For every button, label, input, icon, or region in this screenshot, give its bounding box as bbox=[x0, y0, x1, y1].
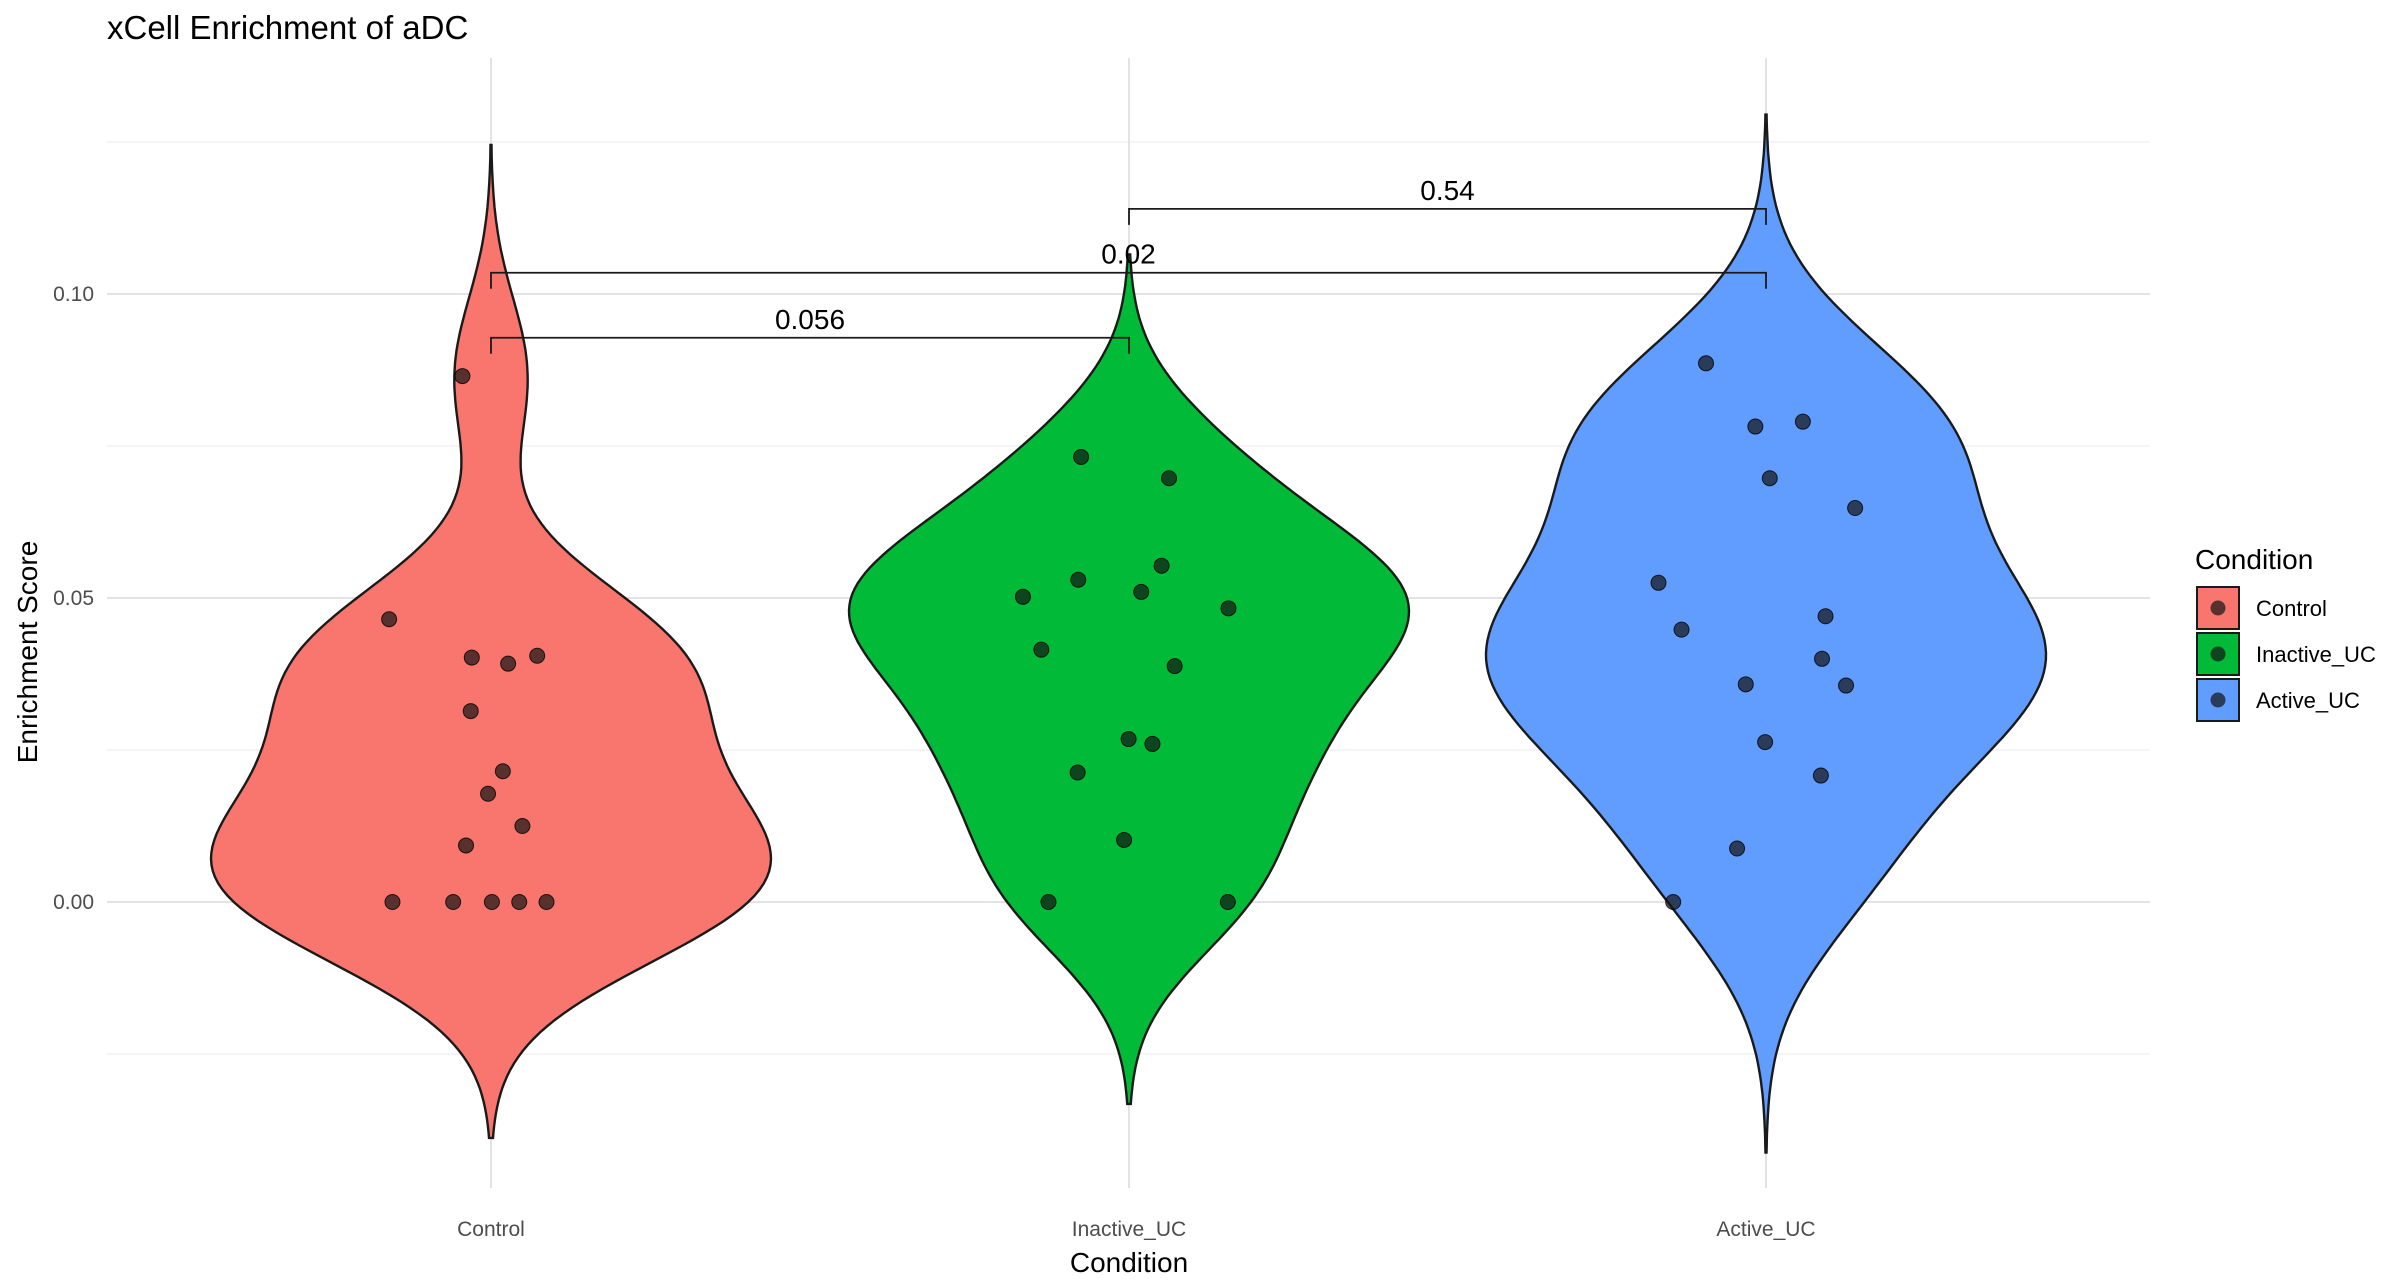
comparison-bracket bbox=[1128, 207, 1767, 225]
significance-brackets: 0.056 0.02 0.54 bbox=[490, 175, 1767, 354]
data-point bbox=[1814, 650, 1831, 667]
data-point bbox=[514, 818, 531, 834]
y-axis-title: Enrichment Score bbox=[12, 541, 43, 764]
data-point bbox=[384, 894, 401, 910]
comparison-p-value: 0.02 bbox=[1101, 239, 1156, 270]
data-point bbox=[1650, 574, 1667, 591]
data-point bbox=[1673, 621, 1690, 638]
data-point bbox=[500, 655, 517, 672]
violin-Active_UC bbox=[1484, 113, 2048, 1154]
x-tick-label: Inactive_UC bbox=[1072, 1218, 1186, 1241]
data-point bbox=[463, 649, 480, 666]
data-point bbox=[1153, 557, 1170, 574]
data-point bbox=[1838, 677, 1855, 694]
data-point bbox=[480, 785, 497, 802]
data-point bbox=[445, 894, 462, 910]
comparison-p-value: 0.54 bbox=[1420, 175, 1475, 206]
data-point bbox=[1757, 734, 1774, 751]
data-point bbox=[1033, 641, 1050, 658]
data-point bbox=[458, 837, 475, 854]
data-point bbox=[1729, 840, 1746, 857]
legend-label: Control bbox=[2256, 596, 2327, 621]
data-point bbox=[1116, 831, 1133, 848]
legend-label: Inactive_UC bbox=[2256, 642, 2376, 667]
legend-title: Condition bbox=[2195, 544, 2313, 575]
data-point bbox=[483, 894, 500, 910]
data-point bbox=[454, 368, 471, 385]
data-point bbox=[462, 703, 479, 720]
data-point bbox=[1073, 448, 1090, 465]
data-point bbox=[511, 894, 528, 910]
data-point bbox=[381, 611, 398, 628]
data-point bbox=[1219, 894, 1236, 910]
y-tick-label: 0.10 bbox=[53, 283, 94, 306]
x-tick-label: Control bbox=[457, 1218, 525, 1241]
x-axis-title: Condition bbox=[1070, 1247, 1188, 1278]
comparison-p-value: 0.056 bbox=[775, 304, 845, 335]
data-point bbox=[1737, 676, 1754, 693]
data-point bbox=[1166, 658, 1183, 675]
data-point bbox=[1761, 470, 1778, 487]
data-point bbox=[1698, 355, 1715, 372]
data-point bbox=[1144, 735, 1161, 752]
data-point bbox=[1014, 588, 1031, 605]
comparison-bracket bbox=[490, 271, 1767, 289]
data-point bbox=[1161, 470, 1178, 487]
data-point bbox=[1040, 894, 1057, 910]
y-tick-label: 0.05 bbox=[53, 587, 94, 610]
data-point bbox=[1120, 731, 1137, 748]
data-point bbox=[1847, 500, 1864, 517]
x-tick-label: Active_UC bbox=[1716, 1218, 1815, 1241]
x-axis-ticks: Control Inactive_UC Active_UC bbox=[457, 1218, 1815, 1241]
data-point bbox=[1220, 600, 1237, 617]
data-point bbox=[1794, 413, 1811, 430]
legend-label: Active_UC bbox=[2256, 688, 2360, 713]
violin-Inactive_UC bbox=[847, 253, 1411, 1106]
data-point bbox=[494, 763, 511, 780]
data-point bbox=[1133, 583, 1150, 600]
legend: Condition Control Inactive_UC Active_UC bbox=[2195, 544, 2376, 722]
data-point bbox=[1069, 764, 1086, 781]
data-point bbox=[1817, 608, 1834, 625]
chart-title: xCell Enrichment of aDC bbox=[107, 9, 468, 46]
data-point bbox=[1070, 571, 1087, 588]
data-point bbox=[538, 894, 555, 910]
data-point bbox=[1747, 418, 1764, 435]
comparison-bracket bbox=[490, 336, 1130, 354]
violin-Control bbox=[209, 143, 773, 1140]
data-points bbox=[381, 355, 1864, 910]
y-tick-label: 0.00 bbox=[53, 891, 94, 914]
legend-point bbox=[2210, 692, 2226, 708]
data-point bbox=[1665, 894, 1682, 910]
data-point bbox=[529, 647, 546, 664]
violins bbox=[209, 113, 2048, 1154]
data-point bbox=[1812, 767, 1829, 784]
y-axis-ticks: 0.00 0.05 0.10 bbox=[53, 283, 94, 914]
legend-point bbox=[2210, 600, 2226, 616]
legend-point bbox=[2210, 646, 2226, 662]
